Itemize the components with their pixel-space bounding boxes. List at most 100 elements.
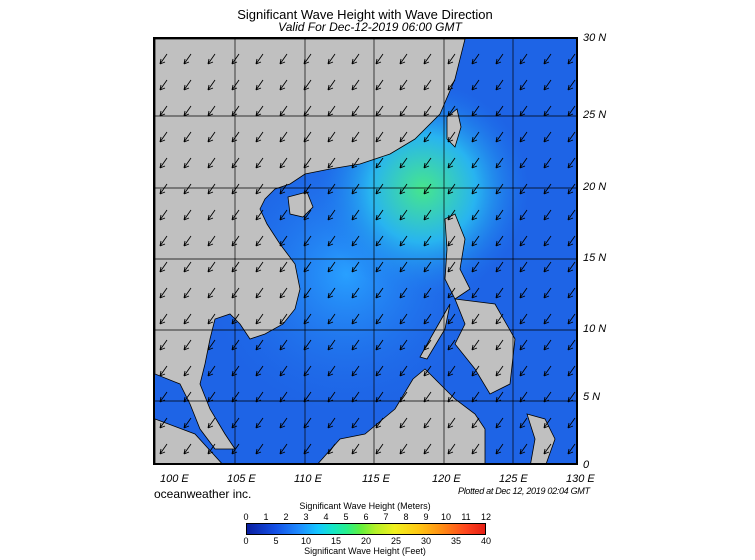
wave-arrow — [255, 287, 264, 299]
wave-arrow — [279, 443, 288, 455]
wave-arrow — [447, 339, 456, 351]
colorbar-tick: 6 — [363, 512, 369, 522]
wave-arrow — [399, 365, 408, 377]
wave-arrow — [543, 79, 552, 91]
wave-arrow — [183, 443, 192, 455]
wave-arrow — [351, 157, 360, 169]
lat-label-20n: 20 N — [583, 181, 607, 193]
colorbar-tick: 4 — [323, 512, 329, 522]
wave-arrow — [447, 183, 456, 195]
wave-arrow — [255, 183, 264, 195]
wave-arrow — [519, 391, 528, 403]
wave-arrow — [447, 261, 456, 273]
wave-arrow — [303, 79, 312, 91]
wave-arrow — [327, 209, 336, 221]
wave-arrow — [255, 105, 264, 117]
wave-arrow — [375, 287, 384, 299]
wave-arrow — [375, 209, 384, 221]
wave-arrow — [279, 209, 288, 221]
wave-arrow — [495, 235, 504, 247]
wave-arrow — [351, 79, 360, 91]
wave-arrow — [279, 79, 288, 91]
wave-arrow — [207, 131, 216, 143]
wave-arrow — [231, 443, 240, 455]
wave-arrow — [399, 105, 408, 117]
wave-arrow — [303, 443, 312, 455]
wave-arrow — [231, 79, 240, 91]
wave-arrow — [471, 261, 480, 273]
colorbar-tick: 5 — [273, 536, 279, 546]
wave-arrow — [447, 287, 456, 299]
wave-arrow — [159, 417, 168, 429]
wave-arrow — [351, 287, 360, 299]
wave-arrow — [495, 183, 504, 195]
wave-arrow — [207, 105, 216, 117]
wave-arrow — [399, 287, 408, 299]
wave-arrow — [279, 235, 288, 247]
wave-arrow — [519, 53, 528, 65]
wave-arrow — [543, 183, 552, 195]
wave-arrow — [423, 157, 432, 169]
map-title: Significant Wave Height with Wave Direct… — [237, 7, 493, 22]
colorbar-tick: 5 — [343, 512, 349, 522]
wave-arrow — [279, 131, 288, 143]
wave-arrow — [351, 417, 360, 429]
lon-label-115e: 115 E — [362, 473, 390, 485]
wave-arrow — [279, 261, 288, 273]
wave-arrow — [375, 391, 384, 403]
wave-arrow — [375, 261, 384, 273]
wave-arrow — [567, 209, 576, 221]
wave-arrow — [471, 53, 480, 65]
lon-label-120e: 120 E — [432, 473, 461, 485]
wave-arrow — [519, 79, 528, 91]
wave-arrow — [303, 313, 312, 325]
wave-arrow — [423, 183, 432, 195]
wave-arrow — [183, 261, 192, 273]
wave-arrow — [351, 391, 360, 403]
map-canvas — [155, 39, 576, 463]
wave-arrow — [519, 157, 528, 169]
wave-arrow — [231, 391, 240, 403]
wave-arrow — [471, 443, 480, 455]
lat-label-0: 0 — [583, 459, 590, 471]
wave-arrow — [207, 157, 216, 169]
wave-arrow — [447, 313, 456, 325]
wave-arrow — [351, 339, 360, 351]
map-valid-time: Valid For Dec-12-2019 06:00 GMT — [278, 20, 462, 34]
wave-arrow — [327, 235, 336, 247]
wave-arrow — [207, 183, 216, 195]
wave-arrow — [519, 105, 528, 117]
wave-arrow — [255, 79, 264, 91]
wave-arrow — [255, 157, 264, 169]
wave-arrow — [183, 417, 192, 429]
wave-arrow — [519, 235, 528, 247]
wave-arrow — [327, 417, 336, 429]
wave-arrow — [471, 183, 480, 195]
wave-arrow — [471, 235, 480, 247]
wave-arrow — [303, 183, 312, 195]
wave-arrow — [447, 105, 456, 117]
lon-label-125e: 125 E — [499, 473, 528, 485]
wave-arrow — [519, 183, 528, 195]
plotted-time: Plotted at Dec 12, 2019 02:04 GMT — [458, 486, 590, 496]
wave-arrow — [495, 105, 504, 117]
wave-arrow — [327, 313, 336, 325]
wave-arrow — [231, 261, 240, 273]
wave-height-map[interactable] — [153, 37, 578, 465]
wave-arrow — [423, 261, 432, 273]
wave-arrow — [447, 209, 456, 221]
wave-arrow — [567, 287, 576, 299]
wave-arrow — [207, 417, 216, 429]
wave-arrow — [447, 391, 456, 403]
lat-label-25n: 25 N — [583, 109, 607, 121]
colorbar-tick: 30 — [420, 536, 432, 546]
wave-arrow — [159, 261, 168, 273]
wave-arrow — [471, 287, 480, 299]
wave-arrow — [567, 443, 576, 455]
wave-arrow — [567, 105, 576, 117]
wave-arrow — [567, 313, 576, 325]
wave-arrow — [255, 313, 264, 325]
wave-arrow — [423, 339, 432, 351]
colorbar-tick: 15 — [330, 536, 342, 546]
wave-arrow — [351, 365, 360, 377]
